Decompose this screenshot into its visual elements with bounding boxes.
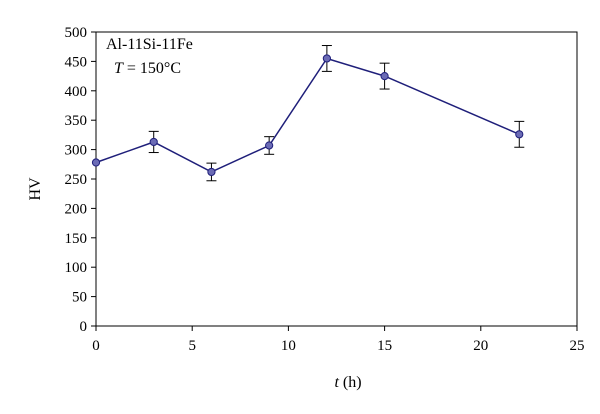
y-tick-label: 100 [65, 260, 88, 276]
y-axis-label: HV [27, 177, 44, 201]
data-point [149, 137, 158, 147]
data-point [380, 72, 389, 81]
annotation-alloy: Al-11Si-11Fe [106, 36, 193, 53]
data-series [91, 45, 525, 182]
x-axis-label: t (h) [334, 374, 361, 391]
y-tick-label: 450 [65, 54, 88, 70]
data-point [515, 130, 524, 139]
data-point [322, 54, 331, 63]
data-point [265, 141, 274, 150]
x-tick-label: 10 [281, 338, 296, 354]
annotation-temperature: T = 150°C [114, 60, 181, 77]
data-point [207, 167, 216, 177]
y-tick-label: 200 [65, 201, 88, 217]
y-tick-label: 50 [72, 290, 87, 306]
x-tick-label: 5 [188, 338, 196, 354]
x-tick-label: 15 [377, 338, 392, 354]
y-tick-label: 350 [65, 113, 88, 129]
x-tick-label: 25 [570, 338, 585, 354]
x-axis-variable: t [334, 374, 339, 391]
x-axis-unit: (h) [339, 374, 362, 391]
y-tick-label: 500 [65, 25, 88, 41]
y-tick-label: 400 [65, 84, 88, 100]
annotation-temperature-value: = 150°C [123, 60, 181, 77]
x-tick-label: 20 [473, 338, 488, 354]
data-point [91, 158, 101, 167]
annotation-temperature-variable: T [114, 60, 124, 77]
y-tick-label: 0 [80, 319, 88, 335]
y-tick-label: 150 [65, 231, 88, 247]
y-tick-label: 300 [65, 143, 88, 159]
ticks: 0 50 100 150 200 250 300 350 400 450 500 0 5 10 15 20 25 [65, 25, 585, 354]
y-tick-label: 250 [65, 172, 88, 188]
x-tick-label: 0 [92, 338, 100, 354]
